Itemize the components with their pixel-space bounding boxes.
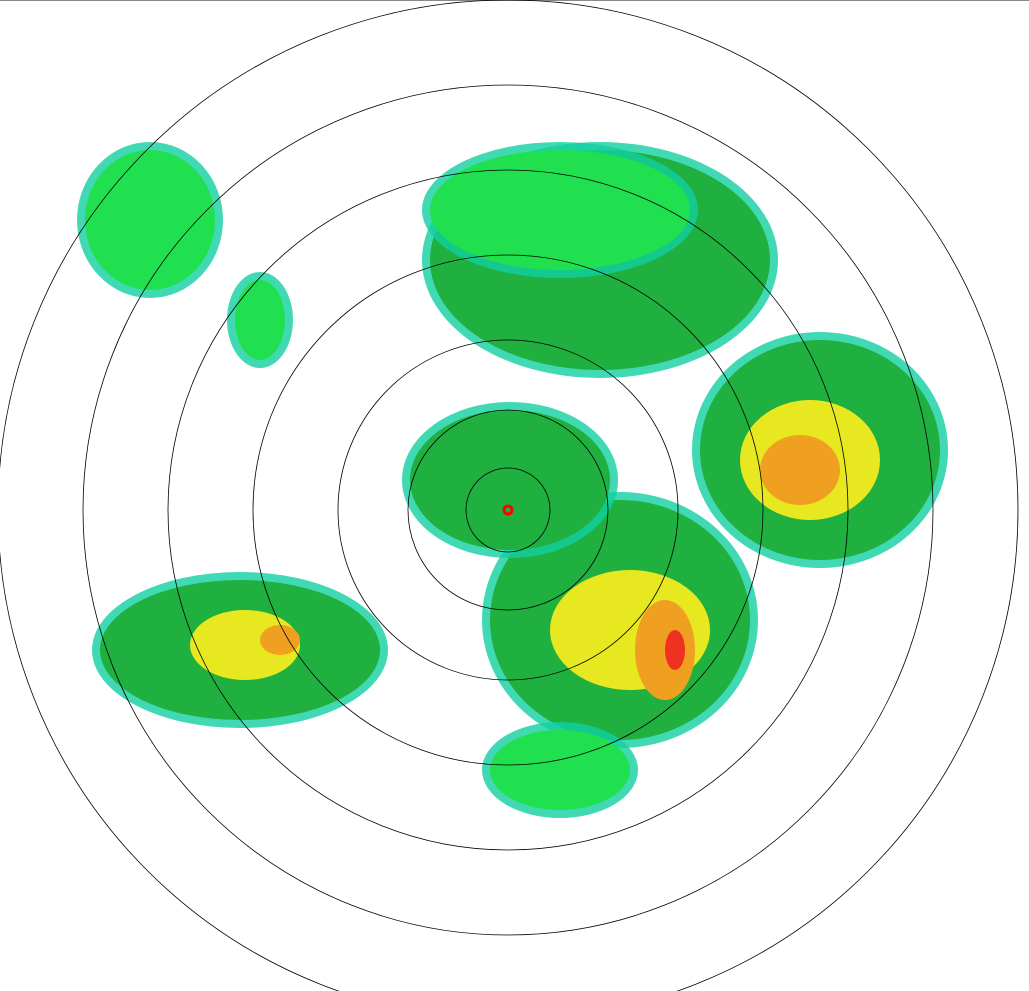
range-ring bbox=[82, 84, 934, 936]
range-ring bbox=[465, 467, 551, 553]
echo-very_heavy bbox=[760, 435, 840, 505]
radar-site-marker bbox=[502, 504, 514, 516]
range-ring bbox=[337, 339, 679, 681]
range-ring bbox=[407, 409, 609, 611]
top-border bbox=[0, 0, 1029, 1]
echo-moderate_light bbox=[490, 730, 630, 810]
range-ring bbox=[167, 169, 849, 851]
echo-intense bbox=[665, 630, 685, 670]
echo-moderate bbox=[410, 410, 610, 550]
precipitation-echoes bbox=[77, 142, 948, 818]
echo-moderate_light bbox=[85, 150, 215, 290]
echo-moderate_light bbox=[430, 150, 690, 270]
echo-moderate_light bbox=[235, 280, 285, 360]
echo-very_heavy bbox=[260, 625, 300, 655]
range-ring bbox=[252, 254, 764, 766]
